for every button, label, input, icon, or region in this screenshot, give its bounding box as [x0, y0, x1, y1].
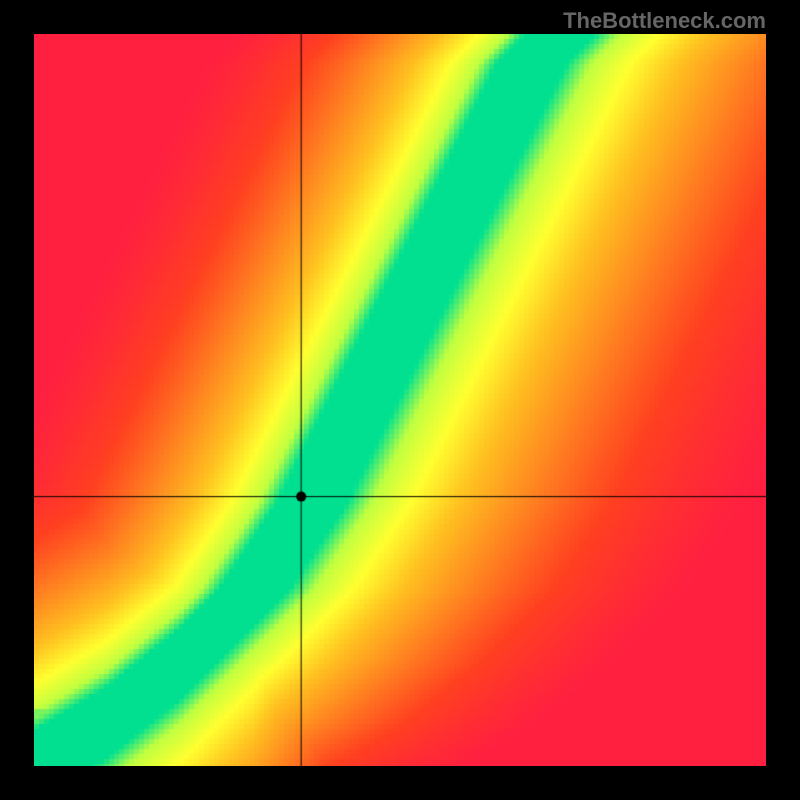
plot-area: [34, 34, 766, 766]
watermark-text: TheBottleneck.com: [563, 8, 766, 34]
heatmap-canvas: [34, 34, 766, 766]
